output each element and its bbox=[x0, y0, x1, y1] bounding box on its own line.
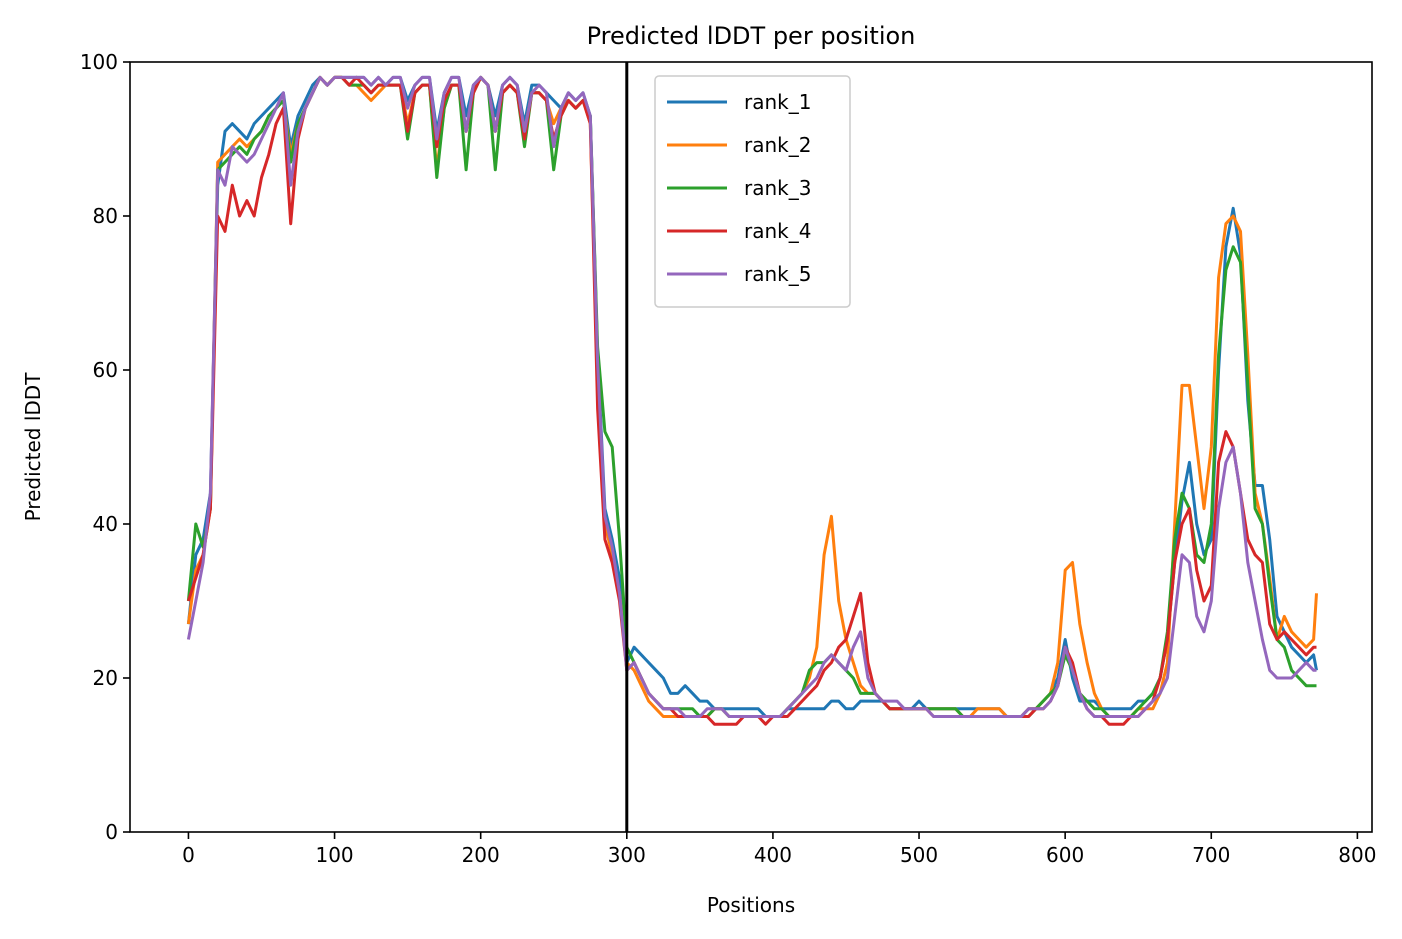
plot-frame bbox=[129, 61, 1373, 833]
y-axis-title: Predicted lDDT bbox=[21, 372, 45, 522]
x-tick-label: 400 bbox=[754, 843, 792, 867]
y-tick-label: 100 bbox=[80, 50, 118, 74]
plot-lines bbox=[186, 75, 1318, 726]
y-tick-label: 0 bbox=[105, 820, 118, 844]
x-tick-label: 300 bbox=[608, 843, 646, 867]
x-tick-label: 800 bbox=[1338, 843, 1376, 867]
legend-label: rank_4 bbox=[744, 219, 811, 243]
x-tick-label: 500 bbox=[900, 843, 938, 867]
series-line-rank-5 bbox=[186, 75, 1317, 718]
legend-label: rank_3 bbox=[744, 176, 811, 200]
legend-label: rank_5 bbox=[744, 262, 811, 286]
x-tick-label: 700 bbox=[1192, 843, 1230, 867]
legend-label: rank_1 bbox=[744, 90, 811, 114]
chart-title: Predicted lDDT per position bbox=[587, 22, 916, 50]
legend-box bbox=[654, 75, 851, 308]
y-tick-label: 40 bbox=[93, 512, 118, 536]
x-tick-label: 200 bbox=[462, 843, 500, 867]
legend-label: rank_2 bbox=[744, 133, 811, 157]
y-tick-label: 60 bbox=[93, 358, 118, 382]
x-tick-label: 600 bbox=[1046, 843, 1084, 867]
x-tick-label: 0 bbox=[182, 843, 195, 867]
y-axis-ticks: 0 20 40 60 80 100 bbox=[80, 50, 130, 844]
y-tick-label: 20 bbox=[93, 666, 118, 690]
y-tick-label: 80 bbox=[93, 204, 118, 228]
x-tick-label: 100 bbox=[315, 843, 353, 867]
x-axis-title: Positions bbox=[707, 893, 795, 917]
x-axis-ticks: 0 100 200 300 400 500 600 700 800 bbox=[182, 832, 1376, 867]
legend: rank_1 rank_2 rank_3 rank_4 rank_5 bbox=[654, 75, 851, 308]
